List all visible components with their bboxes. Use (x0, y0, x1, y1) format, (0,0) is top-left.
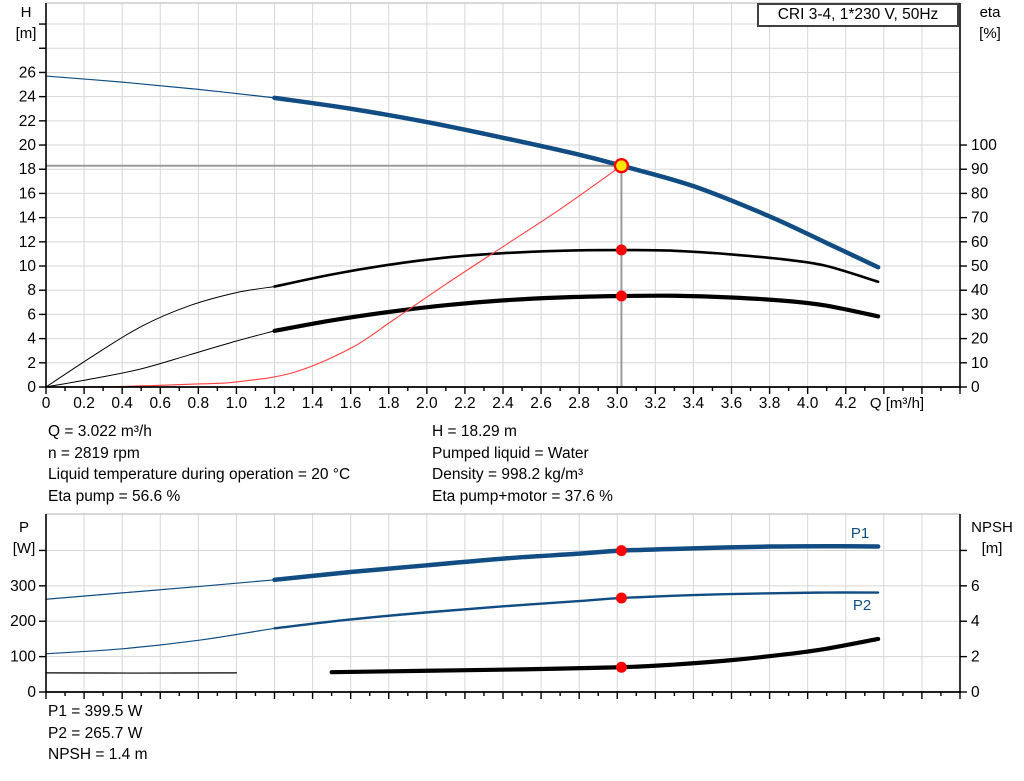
p-axis-title-line2: [W] (12, 540, 36, 557)
svg-text:0.2: 0.2 (73, 395, 95, 412)
svg-text:1.2: 1.2 (264, 395, 286, 412)
npsh-axis-title-line1: NPSH (971, 519, 1013, 536)
svg-text:0: 0 (42, 395, 51, 412)
svg-text:2.2: 2.2 (454, 395, 476, 412)
svg-text:10: 10 (971, 355, 989, 372)
svg-text:80: 80 (971, 185, 989, 202)
svg-text:3.2: 3.2 (645, 395, 667, 412)
svg-text:18: 18 (19, 161, 36, 178)
annotation-p1: P1 = 399.5 W (48, 703, 143, 720)
h-axis-title: H [m] (9, 2, 43, 44)
svg-text:0.8: 0.8 (188, 395, 210, 412)
svg-text:6: 6 (27, 306, 36, 323)
h-axis-title-line2: [m] (15, 25, 37, 42)
svg-text:3.4: 3.4 (683, 395, 705, 412)
svg-text:2.8: 2.8 (568, 395, 590, 412)
svg-text:2.6: 2.6 (530, 395, 552, 412)
svg-text:4: 4 (971, 613, 980, 630)
svg-text:4: 4 (27, 331, 36, 348)
annotation-pumped-liquid: Pumped liquid = Water (432, 444, 589, 462)
p-axis-title-line1: P (18, 519, 29, 536)
svg-text:24: 24 (19, 89, 37, 106)
svg-text:1.8: 1.8 (378, 395, 400, 412)
annotation-density: Density = 998.2 kg/m³ (432, 466, 584, 484)
annotation-n: n = 2819 rpm (48, 444, 140, 462)
svg-text:60: 60 (971, 234, 989, 251)
annotation-liquid-temp: Liquid temperature during operation = 20… (48, 466, 351, 484)
svg-text:3.6: 3.6 (721, 395, 743, 412)
duty-point-info-right: H = 18.29 m Pumped liquid = Water Densit… (432, 421, 613, 508)
eta-axis-title-line1: eta (979, 4, 1001, 21)
svg-text:16: 16 (19, 185, 36, 202)
svg-text:4.0: 4.0 (797, 395, 819, 412)
annotation-eta-pump-motor: Eta pump+motor = 37.6 % (432, 488, 613, 506)
svg-text:2.0: 2.0 (416, 395, 438, 412)
svg-text:30: 30 (971, 306, 989, 323)
eta-axis-title-line2: [%] (979, 25, 1001, 42)
svg-text:10: 10 (19, 258, 37, 275)
svg-text:22: 22 (19, 113, 36, 130)
svg-text:0: 0 (971, 684, 980, 701)
svg-text:0.6: 0.6 (149, 395, 171, 412)
svg-text:0: 0 (27, 379, 36, 396)
annotation-eta-pump: Eta pump = 56.6 % (48, 488, 181, 506)
svg-text:2: 2 (27, 355, 36, 372)
svg-text:6: 6 (971, 578, 980, 595)
svg-text:20: 20 (971, 331, 989, 348)
p2-curve-label: P2 (852, 597, 872, 614)
svg-text:2.4: 2.4 (492, 395, 514, 412)
duty-point-info-left: Q = 3.022 m³/h n = 2819 rpm Liquid tempe… (48, 421, 350, 508)
svg-text:0: 0 (27, 684, 36, 701)
svg-text:14: 14 (19, 210, 37, 227)
svg-text:1.4: 1.4 (302, 395, 324, 412)
svg-text:20: 20 (19, 137, 37, 154)
svg-text:3.8: 3.8 (759, 395, 781, 412)
svg-text:1.6: 1.6 (340, 395, 362, 412)
annotation-p2: P2 = 265.7 W (48, 724, 143, 742)
power-npsh-info: P1 = 399.5 W P2 = 265.7 W NPSH = 1.4 m (48, 701, 148, 766)
annotation-h: H = 18.29 m (432, 423, 517, 440)
svg-text:200: 200 (10, 613, 36, 630)
svg-text:26: 26 (19, 64, 36, 81)
eta-axis-title: eta [%] (968, 2, 1012, 44)
annotation-q: Q = 3.022 m³/h (48, 423, 152, 440)
svg-text:300: 300 (10, 578, 36, 595)
svg-text:4.2: 4.2 (835, 395, 857, 412)
npsh-axis-title: NPSH [m] (964, 517, 1020, 559)
svg-text:1.0: 1.0 (226, 395, 248, 412)
svg-text:8: 8 (27, 282, 36, 299)
svg-text:0: 0 (971, 379, 980, 396)
h-axis-title-line1: H (20, 4, 32, 21)
svg-text:40: 40 (971, 282, 989, 299)
svg-text:0.4: 0.4 (111, 395, 133, 412)
svg-text:3.0: 3.0 (606, 395, 628, 412)
pump-title-box: CRI 3-4, 1*230 V, 50Hz (757, 3, 959, 27)
svg-text:100: 100 (10, 649, 36, 666)
p1-curve-label: P1 (850, 525, 870, 542)
p-axis-title: P [W] (5, 517, 43, 559)
svg-text:2: 2 (971, 649, 980, 666)
svg-text:50: 50 (971, 258, 989, 275)
svg-text:70: 70 (971, 210, 989, 227)
npsh-axis-title-line2: [m] (981, 540, 1003, 557)
svg-text:12: 12 (19, 234, 36, 251)
q-axis-label: Q [m³/h] (869, 395, 925, 412)
svg-text:90: 90 (971, 161, 989, 178)
svg-text:100: 100 (971, 137, 997, 154)
annotation-npsh: NPSH = 1.4 m (48, 746, 148, 764)
